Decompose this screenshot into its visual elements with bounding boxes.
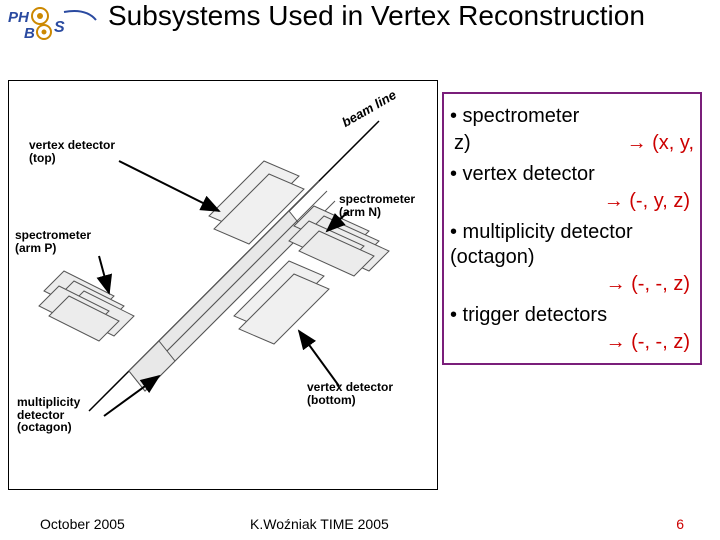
label-line: (bottom): [307, 394, 393, 407]
footer-page-number: 6: [676, 516, 684, 532]
info-arrow-vertex: → (-, y, z): [450, 189, 694, 214]
label-line: (octagon): [17, 421, 80, 434]
detector-diagram: beam line vertex detector (top) spectrom…: [8, 80, 438, 490]
label-line: (arm N): [339, 206, 415, 219]
label-vertex-top: vertex detector (top): [29, 139, 115, 164]
label-line: vertex detector: [307, 381, 393, 394]
svg-text:S: S: [54, 19, 65, 36]
phobos-logo: PH B S: [6, 2, 98, 42]
page-title: Subsystems Used in Vertex Reconstruction: [108, 0, 645, 32]
svg-text:PH: PH: [8, 9, 30, 26]
label-line: spectrometer: [339, 193, 415, 206]
info-bullet-vertex: • vertex detector: [450, 162, 694, 187]
info-arrow-z-part: z): [450, 131, 471, 156]
info-arrow-spectrometer: → (x, y,: [627, 131, 694, 156]
footer-date: October 2005: [40, 516, 125, 532]
label-line: vertex detector: [29, 139, 115, 152]
info-arrow-multiplicity: → (-, -, z): [450, 272, 694, 297]
label-line: (arm P): [15, 242, 91, 255]
label-line: (top): [29, 152, 115, 165]
label-line: multiplicity: [17, 396, 80, 409]
info-arrow-trigger: → (-, -, z): [450, 330, 694, 355]
info-bullet-spectrometer: • spectrometer: [450, 104, 694, 129]
label-vertex-bottom: vertex detector (bottom): [307, 381, 393, 406]
footer-author: K.Woźniak TIME 2005: [250, 516, 389, 532]
label-multiplicity: multiplicity detector (octagon): [17, 396, 80, 434]
label-line: spectrometer: [15, 229, 91, 242]
info-bullet-multiplicity: • multiplicity detector (octagon): [450, 220, 694, 270]
info-bullet-trigger: • trigger detectors: [450, 303, 694, 328]
label-spec-n: spectrometer (arm N): [339, 193, 415, 218]
svg-text:B: B: [24, 25, 35, 42]
subsystems-info-box: • spectrometer z) → (x, y, • vertex dete…: [442, 92, 702, 365]
label-spec-p: spectrometer (arm P): [15, 229, 91, 254]
